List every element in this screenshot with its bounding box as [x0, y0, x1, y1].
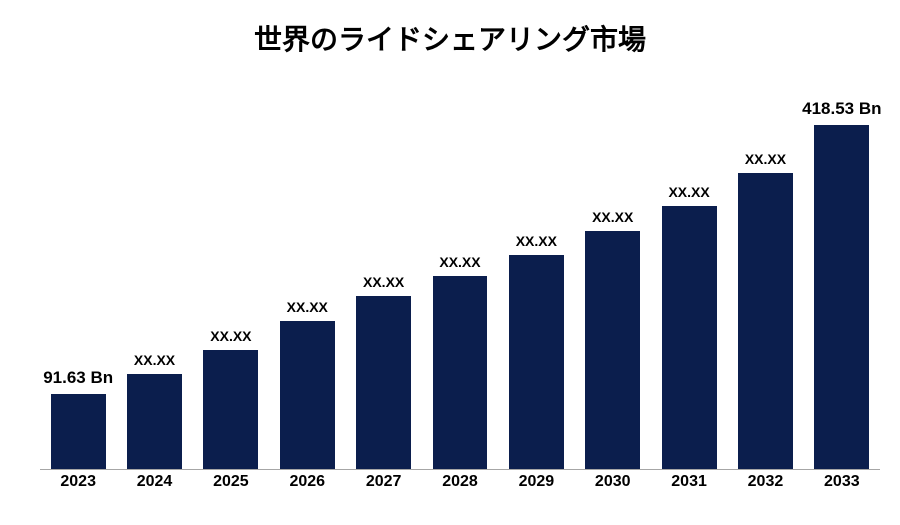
bar-value-label: XX.XX [287, 299, 328, 315]
bar-group: XX.XX [356, 274, 411, 469]
chart-title: 世界のライドシェアリング市場 [0, 0, 900, 58]
bar-group: XX.XX [433, 254, 488, 469]
x-axis-label: 2027 [366, 473, 402, 491]
bar [662, 206, 717, 469]
bar [203, 350, 258, 469]
bar [814, 125, 869, 469]
bar-value-label: XX.XX [592, 209, 633, 225]
bar [738, 173, 793, 469]
bar-value-label: XX.XX [516, 233, 557, 249]
bar [356, 296, 411, 469]
bar [51, 394, 106, 469]
x-axis-label: 2029 [519, 473, 555, 491]
x-axis-label: 2024 [137, 473, 173, 491]
x-axis-label: 2031 [671, 473, 707, 491]
bar-group: XX.XX [280, 299, 335, 469]
bar-value-label: 418.53 Bn [802, 99, 881, 119]
bar-group: 91.63 Bn [51, 368, 106, 469]
bar-value-label: 91.63 Bn [43, 368, 113, 388]
chart-plot: 91.63 Bn XX.XX XX.XX XX.XX XX.XX XX.XX XX.XX XX… [40, 100, 880, 470]
bar-group: XX.XX [585, 209, 640, 469]
x-axis-label: 2026 [289, 473, 325, 491]
bar-value-label: XX.XX [363, 274, 404, 290]
bar-group: XX.XX [662, 184, 717, 469]
chart-plot-area: 91.63 Bn XX.XX XX.XX XX.XX XX.XX XX.XX XX.XX XX… [40, 100, 880, 470]
bar-group: 418.53 Bn [814, 99, 869, 469]
bar [509, 255, 564, 469]
x-axis-label: 2028 [442, 473, 478, 491]
bar [433, 276, 488, 469]
bar-group: XX.XX [127, 352, 182, 469]
x-axis-label: 2030 [595, 473, 631, 491]
bar-value-label: XX.XX [210, 328, 251, 344]
bar [585, 231, 640, 469]
x-axis-label: 2023 [60, 473, 96, 491]
bar-value-label: XX.XX [439, 254, 480, 270]
bar-value-label: XX.XX [745, 151, 786, 167]
bar-group: XX.XX [509, 233, 564, 469]
x-axis: 2023 2024 2025 2026 2027 2028 2029 2030 2031 2032… [40, 473, 880, 503]
x-axis-label: 2033 [824, 473, 860, 491]
bar-group: XX.XX [203, 328, 258, 469]
bar [280, 321, 335, 469]
x-axis-label: 2025 [213, 473, 249, 491]
bar [127, 374, 182, 469]
x-axis-label: 2032 [748, 473, 784, 491]
bar-group: XX.XX [738, 151, 793, 469]
bar-value-label: XX.XX [134, 352, 175, 368]
bar-value-label: XX.XX [668, 184, 709, 200]
